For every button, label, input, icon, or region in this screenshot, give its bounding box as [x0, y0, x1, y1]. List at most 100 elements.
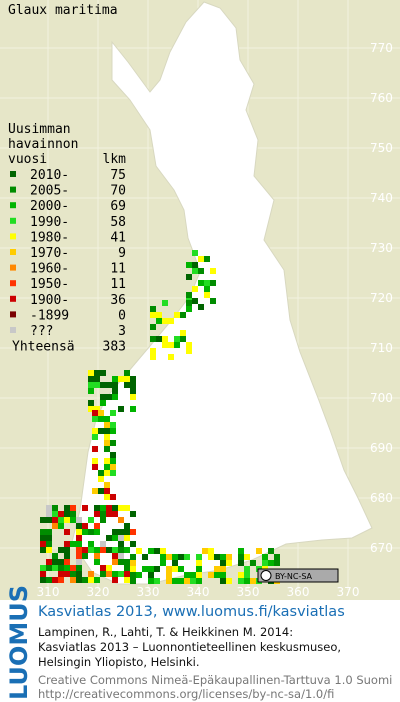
occurrence-cell — [104, 464, 110, 470]
occurrence-cell — [112, 505, 118, 511]
occurrence-cell — [88, 400, 94, 406]
occurrence-cell — [124, 535, 130, 541]
occurrence-cell — [40, 577, 46, 583]
occurrence-cell — [82, 547, 88, 553]
occurrence-cell — [204, 286, 210, 292]
occurrence-cell — [130, 572, 136, 578]
citation-line: Helsingin Yliopisto, Helsinki. — [38, 655, 200, 669]
occurrence-cell — [100, 517, 106, 523]
legend-heading: Uusimman — [8, 122, 71, 137]
occurrence-cell — [82, 505, 88, 511]
occurrence-cell — [58, 577, 64, 583]
occurrence-cell — [198, 256, 204, 262]
occurrence-cell — [98, 428, 104, 434]
occurrence-cell — [92, 416, 98, 422]
occurrence-cell — [148, 566, 154, 572]
north-label: 700 — [370, 391, 393, 405]
occurrence-cell — [46, 529, 52, 535]
occurrence-cell — [172, 560, 178, 566]
occurrence-cell — [64, 505, 70, 511]
occurrence-cell — [136, 548, 142, 554]
north-label: 770 — [370, 41, 393, 55]
occurrence-cell — [100, 565, 106, 571]
occurrence-cell — [52, 565, 58, 571]
legend-label: 1970- — [30, 246, 69, 261]
occurrence-cell — [64, 541, 70, 547]
occurrence-cell — [210, 268, 216, 274]
occurrence-cell — [244, 566, 250, 572]
occurrence-cell — [156, 336, 162, 342]
occurrence-cell — [92, 428, 98, 434]
legend-label: 2005- — [30, 184, 69, 199]
legend-count: 75 — [110, 168, 126, 183]
occurrence-cell — [76, 535, 82, 541]
occurrence-cell — [250, 560, 256, 566]
occurrence-cell — [150, 348, 156, 354]
legend-swatch — [10, 311, 16, 318]
occurrence-cell — [98, 470, 104, 476]
occurrence-cell — [92, 458, 98, 464]
occurrence-cell — [40, 535, 46, 541]
occurrence-cell — [166, 566, 172, 572]
occurrence-cell — [156, 312, 162, 318]
east-label: 350 — [237, 585, 260, 599]
legend-label: 1980- — [30, 230, 69, 245]
occurrence-cell — [94, 406, 100, 412]
footer-headline[interactable]: Kasviatlas 2013, www.luomus.fi/kasviatla… — [38, 604, 345, 620]
occurrence-cell — [118, 553, 124, 559]
occurrence-cell — [76, 559, 82, 565]
occurrence-cell — [94, 376, 100, 382]
occurrence-cell — [142, 554, 148, 560]
license-line[interactable]: http://creativecommons.org/licenses/by-n… — [38, 687, 334, 701]
occurrence-cell — [106, 505, 112, 511]
occurrence-cell — [112, 382, 118, 388]
occurrence-cell — [154, 566, 160, 572]
occurrence-cell — [118, 529, 124, 535]
occurrence-cell — [208, 554, 214, 560]
occurrence-cell — [172, 578, 178, 584]
occurrence-cell — [110, 470, 116, 476]
east-label: 320 — [87, 585, 110, 599]
occurrence-cell — [64, 559, 70, 565]
legend-label: 1900- — [30, 293, 69, 308]
occurrence-cell — [88, 517, 94, 523]
occurrence-cell — [100, 382, 106, 388]
occurrence-cell — [40, 547, 46, 553]
occurrence-cell — [204, 292, 210, 298]
occurrence-cell — [104, 422, 110, 428]
legend-swatch — [10, 217, 16, 224]
occurrence-cell — [94, 547, 100, 553]
occurrence-cell — [100, 571, 106, 577]
occurrence-cell — [46, 541, 52, 547]
occurrence-cell — [58, 571, 64, 577]
occurrence-cell — [130, 382, 136, 388]
occurrence-cell — [204, 256, 210, 262]
occurrence-cell — [198, 304, 204, 310]
occurrence-cell — [88, 571, 94, 577]
occurrence-cell — [88, 529, 94, 535]
occurrence-cell — [64, 529, 70, 535]
occurrence-cell — [150, 306, 156, 312]
logo: LUOMUS — [5, 585, 33, 700]
occurrence-cell — [210, 298, 216, 304]
occurrence-cell — [88, 382, 94, 388]
occurrence-cell — [64, 547, 70, 553]
occurrence-cell — [220, 566, 226, 572]
occurrence-cell — [184, 572, 190, 578]
occurrence-cell — [100, 370, 106, 376]
cc-icon — [260, 570, 272, 581]
occurrence-cell — [196, 578, 202, 584]
occurrence-cell — [106, 382, 112, 388]
legend-label: 1960- — [30, 262, 69, 277]
occurrence-cell — [186, 274, 192, 280]
legend-swatch — [10, 249, 16, 255]
occurrence-cell — [104, 470, 110, 476]
legend-count: 70 — [110, 184, 126, 199]
occurrence-cell — [40, 565, 46, 571]
occurrence-cell — [186, 292, 192, 298]
occurrence-cell — [94, 370, 100, 376]
occurrence-cell — [58, 511, 64, 517]
legend-count: 3 — [118, 324, 126, 339]
